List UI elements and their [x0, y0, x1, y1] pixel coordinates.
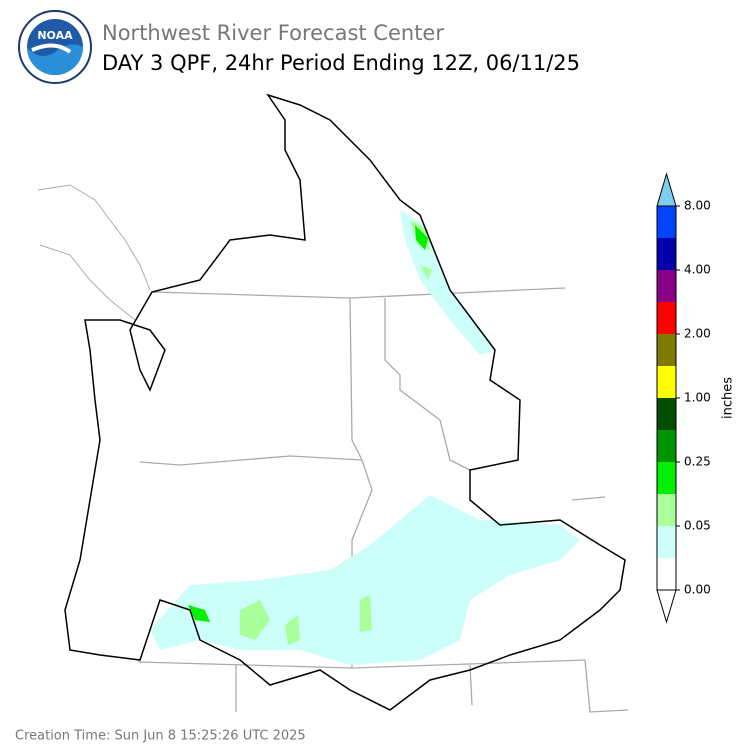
colorbar-extend-min	[656, 589, 677, 624]
colorbar-segment	[657, 398, 676, 430]
colorbar-tick-label: 1.00	[684, 391, 711, 405]
state-borders	[137, 287, 629, 713]
colorbar-tick-label: 8.00	[684, 199, 711, 213]
colorbar-segment	[657, 270, 676, 302]
colorbar: 0.00 0.05 0.25 1.00 2.00 4.00 8.00	[656, 172, 711, 624]
noaa-logo: NOAA	[18, 10, 92, 84]
title: Northwest River Forecast Center	[102, 21, 444, 45]
colorbar-tick-label: 2.00	[684, 327, 711, 341]
colorbar-tick-label: 4.00	[684, 263, 711, 277]
colorbar-label: inches	[721, 377, 736, 419]
subtitle: DAY 3 QPF, 24hr Period Ending 12Z, 06/11…	[102, 51, 580, 75]
colorbar-segment	[657, 494, 676, 526]
colorbar-tick-label: 0.00	[684, 583, 711, 597]
colorbar-segment	[657, 334, 676, 366]
colorbar-tick-label: 0.25	[684, 455, 711, 469]
colorbar-segment	[657, 558, 676, 590]
colorbar-extend-max	[656, 172, 677, 207]
colorbar-segment	[657, 526, 676, 558]
colorbar-segment	[657, 366, 676, 398]
basin-outline	[64, 93, 626, 711]
colorbar-segment	[657, 206, 676, 238]
colorbar-segment	[657, 238, 676, 270]
creation-time: Creation Time: Sun Jun 8 15:25:26 UTC 20…	[15, 729, 306, 744]
colorbar-segment	[657, 462, 676, 494]
colorbar-tick-label: 0.05	[684, 519, 711, 533]
coastline	[37, 184, 151, 321]
precip-areas	[150, 210, 580, 665]
colorbar-segment	[657, 430, 676, 462]
colorbar-segment	[657, 302, 676, 334]
logo-text: NOAA	[37, 29, 73, 42]
